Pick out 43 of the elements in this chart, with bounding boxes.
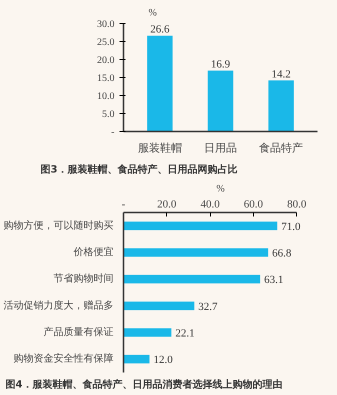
- x-tick-label: -: [122, 198, 126, 210]
- data-label: 66.8: [272, 248, 292, 260]
- y-tick-label: 5.0: [102, 109, 114, 120]
- y-tick-label: 20.0: [97, 55, 114, 66]
- data-label: 71.0: [281, 220, 301, 233]
- bar: [124, 354, 150, 364]
- x-axis-title: %: [216, 184, 225, 194]
- y-tick-label: 10.0: [97, 91, 114, 102]
- x-tick-label: 服装鞋帽: [138, 142, 182, 154]
- x-tick-label: 60.0: [244, 198, 264, 210]
- x-tick-label: 日用品: [204, 142, 237, 154]
- text: 图4．服装鞋帽、食品特产、日用品消费者选择线上购物的理由: [6, 378, 282, 390]
- y-tick-label: 价格便宜: [72, 246, 114, 258]
- y-axis-title: %: [148, 8, 157, 18]
- x-tick-label: 80.0: [287, 198, 307, 210]
- y-tick-label: 25.0: [97, 37, 114, 48]
- data-label: 22.1: [175, 328, 195, 340]
- y-tick-label: 15.0: [97, 73, 114, 84]
- x-tick-label: 40.0: [200, 198, 220, 210]
- y-tick-label: 购物资金安全性有保障: [14, 352, 114, 365]
- y-tick-label: 活动促销力度大，赠品多: [4, 299, 114, 312]
- data-label: 12.0: [153, 354, 174, 366]
- bar: [124, 222, 278, 230]
- bar: [147, 36, 173, 132]
- x-tick-label: 食品特产: [259, 142, 304, 154]
- bar: [268, 80, 294, 132]
- data-label: 16.9: [210, 58, 231, 71]
- x-tick-label: 20.0: [157, 198, 177, 210]
- y-tick-label: 购物方便，可以随时购买: [4, 219, 114, 232]
- y-tick-label: 30.0: [97, 19, 114, 30]
- data-label: 14.2: [272, 68, 291, 80]
- bar: [208, 70, 234, 132]
- data-label: 32.7: [198, 300, 218, 313]
- text: 图3．服装鞋帽、食品特产、日用品网购占比: [40, 164, 238, 176]
- bar: [124, 248, 268, 257]
- bar: [124, 274, 260, 284]
- y-tick-label: -: [111, 127, 115, 138]
- data-label: 26.6: [150, 24, 170, 36]
- bar: [124, 328, 172, 337]
- y-tick-label: 产品质量有保证: [44, 326, 114, 338]
- data-label: 63.1: [264, 274, 284, 286]
- y-tick-label: 节省购物时间: [54, 272, 114, 285]
- bar: [124, 302, 194, 310]
